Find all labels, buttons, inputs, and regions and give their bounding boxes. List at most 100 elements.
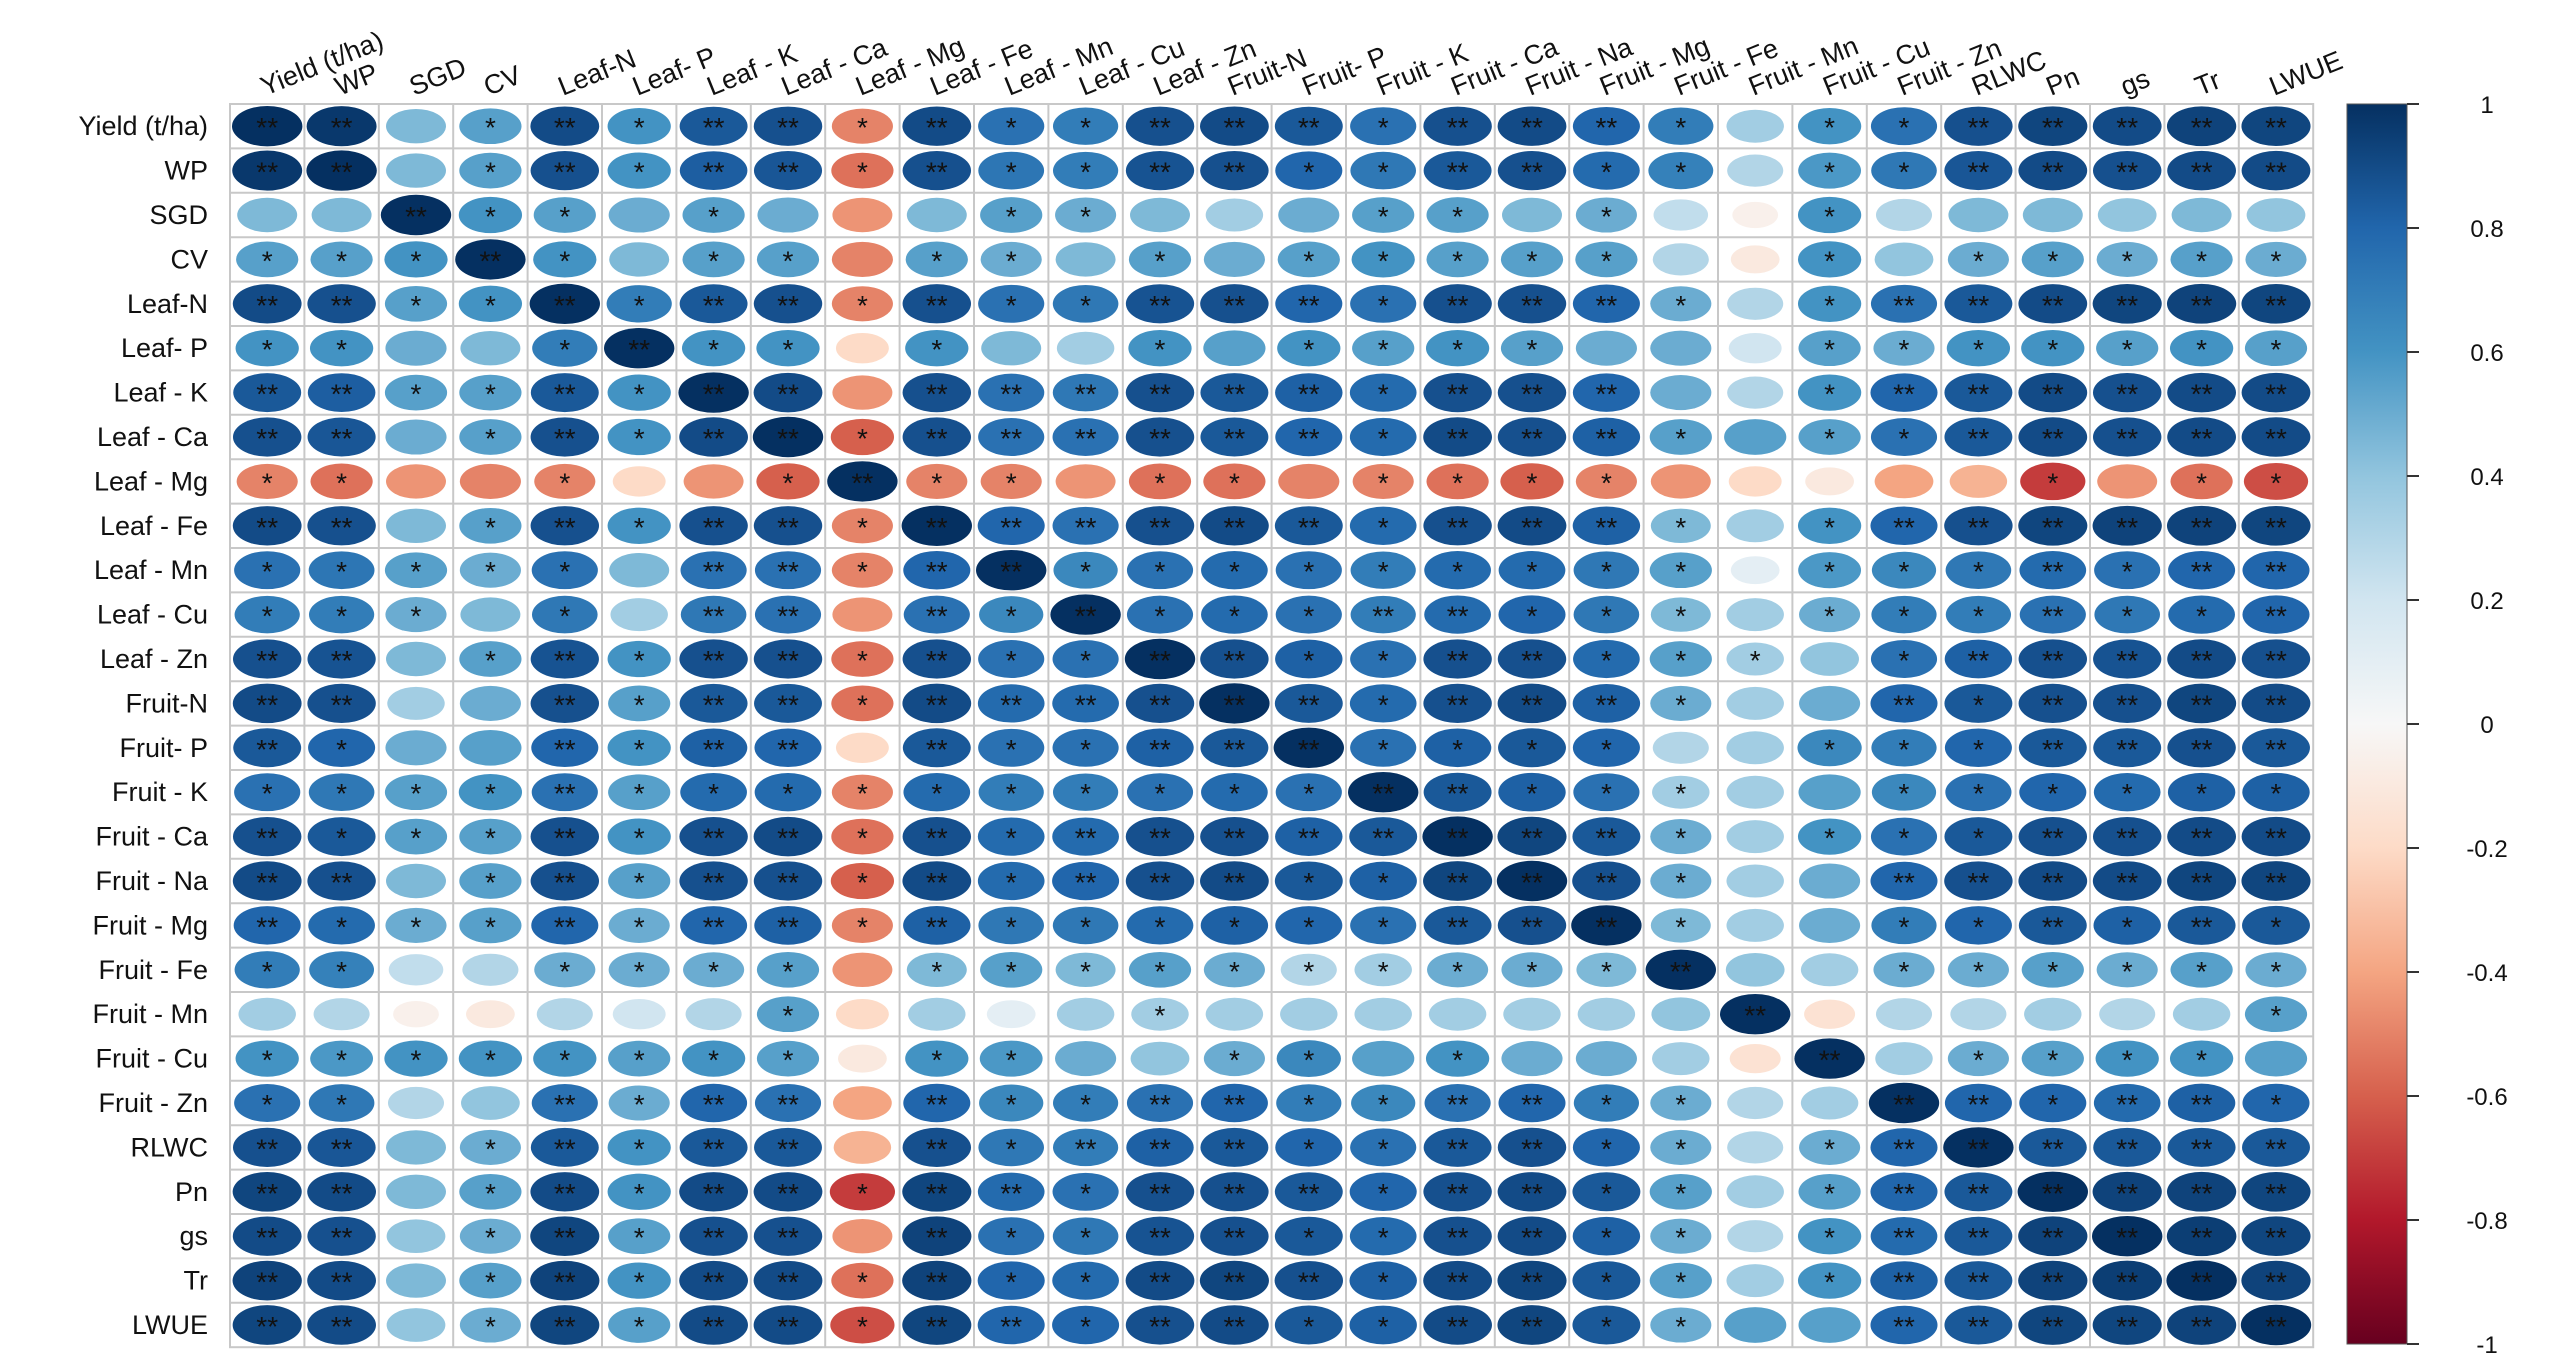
signif-label-1-3: * (485, 157, 496, 188)
corr-cell-8-21 (1805, 467, 1854, 496)
corr-cell-1-27 (2241, 150, 2311, 191)
signif-label-21-21: ** (1819, 1045, 1841, 1076)
corr-cell-15-17 (1498, 772, 1566, 812)
corr-cell-10-5 (609, 552, 670, 588)
signif-label-19-24: * (2047, 956, 2058, 987)
corr-cell-26-15 (1349, 1261, 1417, 1300)
signif-label-26-15: * (1378, 1267, 1389, 1298)
signif-label-7-22: * (1899, 423, 1910, 454)
corr-cell-11-9 (903, 595, 970, 634)
corr-cell-11-3 (460, 597, 521, 632)
signif-label-11-22: * (1899, 601, 1910, 632)
signif-label-25-19: * (1675, 1222, 1686, 1253)
corr-cell-1-21 (1798, 152, 1862, 189)
signif-label-13-10: ** (1000, 689, 1022, 720)
signif-label-27-25: ** (2116, 1311, 2138, 1342)
corr-cell-9-9 (901, 505, 972, 546)
corr-cell-6-5 (607, 374, 671, 411)
signif-label-10-10: ** (1000, 556, 1022, 587)
corr-cell-25-0 (232, 1216, 302, 1256)
corr-cell-13-13 (1199, 683, 1270, 724)
corr-cell-22-8 (833, 1086, 892, 1120)
corr-cell-1-14 (1275, 151, 1343, 190)
corr-cell-18-19 (1650, 908, 1711, 943)
signif-label-14-18: * (1601, 734, 1612, 765)
corr-cell-19-11 (1055, 952, 1116, 988)
corr-cell-11-13 (1201, 595, 1268, 634)
signif-label-12-19: * (1675, 645, 1686, 676)
signif-label-10-8: * (857, 556, 868, 587)
signif-label-14-25: ** (2116, 734, 2138, 765)
corr-cell-9-16 (1423, 506, 1492, 546)
row-label: Leaf - Mg (94, 466, 208, 496)
corr-cell-1-12 (1125, 151, 1195, 191)
corr-cell-1-1 (306, 150, 377, 191)
corr-cell-18-24 (2018, 905, 2087, 945)
corr-cell-3-11 (1055, 242, 1116, 277)
corr-cell-3-0 (236, 241, 299, 278)
corr-cell-21-27 (2244, 1040, 2308, 1077)
signif-label-3-3: ** (480, 245, 502, 276)
corr-cell-10-15 (1350, 551, 1416, 589)
signif-label-11-12: * (1155, 601, 1166, 632)
row-label: Fruit - Mg (92, 910, 208, 940)
signif-label-23-21: * (1824, 1133, 1835, 1164)
corr-cell-15-26 (2167, 772, 2236, 812)
corr-cell-9-0 (232, 506, 302, 546)
corr-cell-27-1 (307, 1305, 376, 1345)
signif-label-26-1: ** (331, 1267, 353, 1298)
signif-label-16-15: ** (1372, 823, 1394, 854)
corr-cell-15-8 (831, 774, 893, 810)
corr-cell-16-23 (1944, 817, 2013, 857)
signif-label-3-9: * (931, 245, 942, 276)
signif-label-22-6: ** (703, 1089, 725, 1120)
corr-cell-15-23 (1945, 773, 2012, 812)
signif-label-24-24: ** (2042, 1178, 2064, 1209)
corr-cell-4-2 (384, 285, 448, 322)
signif-label-25-12: ** (1149, 1222, 1171, 1253)
corr-cell-22-9 (903, 1083, 971, 1123)
row-label: LWUE (132, 1310, 208, 1340)
signif-label-16-0: ** (256, 823, 278, 854)
signif-label-26-10: * (1006, 1267, 1017, 1298)
column-label: SGD (405, 52, 470, 102)
corr-cell-17-6 (679, 861, 748, 901)
signif-label-14-15: * (1378, 734, 1389, 765)
corr-cell-4-26 (2166, 283, 2237, 324)
signif-label-26-26: ** (2191, 1267, 2213, 1298)
signif-label-12-23: ** (1968, 645, 1990, 676)
corr-cell-22-19 (1650, 1085, 1712, 1121)
signif-label-11-25: * (2122, 601, 2133, 632)
signif-label-1-16: ** (1447, 157, 1469, 188)
corr-cell-14-13 (1200, 728, 1269, 768)
corr-cell-25-21 (1797, 1218, 1862, 1255)
signif-label-24-0: ** (256, 1178, 278, 1209)
corr-cell-10-26 (2168, 550, 2236, 590)
signif-label-23-23: ** (1968, 1133, 1990, 1164)
signif-label-24-18: * (1601, 1178, 1612, 1209)
corr-cell-16-0 (232, 816, 302, 857)
signif-label-0-6: ** (703, 112, 725, 143)
corr-cell-8-12 (1128, 463, 1192, 500)
corr-cell-23-20 (1727, 1131, 1784, 1164)
signif-label-17-10: * (1006, 867, 1017, 898)
signif-label-19-7: * (783, 956, 794, 987)
signif-label-14-17: * (1527, 734, 1538, 765)
signif-label-5-23: * (1973, 334, 1984, 365)
corr-cell-20-17 (1503, 997, 1561, 1031)
corr-cell-7-3 (459, 419, 522, 455)
corr-cell-19-7 (756, 951, 820, 988)
corr-cell-23-25 (2093, 1127, 2162, 1167)
signif-label-21-26: * (2196, 1045, 2207, 1076)
corr-cell-7-0 (232, 417, 302, 457)
signif-label-18-2: * (411, 911, 422, 942)
corr-cell-5-14 (1277, 330, 1341, 367)
corr-cell-6-25 (2092, 372, 2162, 413)
signif-label-6-0: ** (256, 379, 278, 410)
row-label: SGD (149, 200, 208, 230)
signif-label-7-14: ** (1298, 423, 1320, 454)
signif-label-19-18: * (1601, 956, 1612, 987)
signif-label-25-7: ** (777, 1222, 799, 1253)
corr-cell-6-13 (1200, 373, 1269, 413)
corr-cell-7-23 (1944, 417, 2013, 457)
